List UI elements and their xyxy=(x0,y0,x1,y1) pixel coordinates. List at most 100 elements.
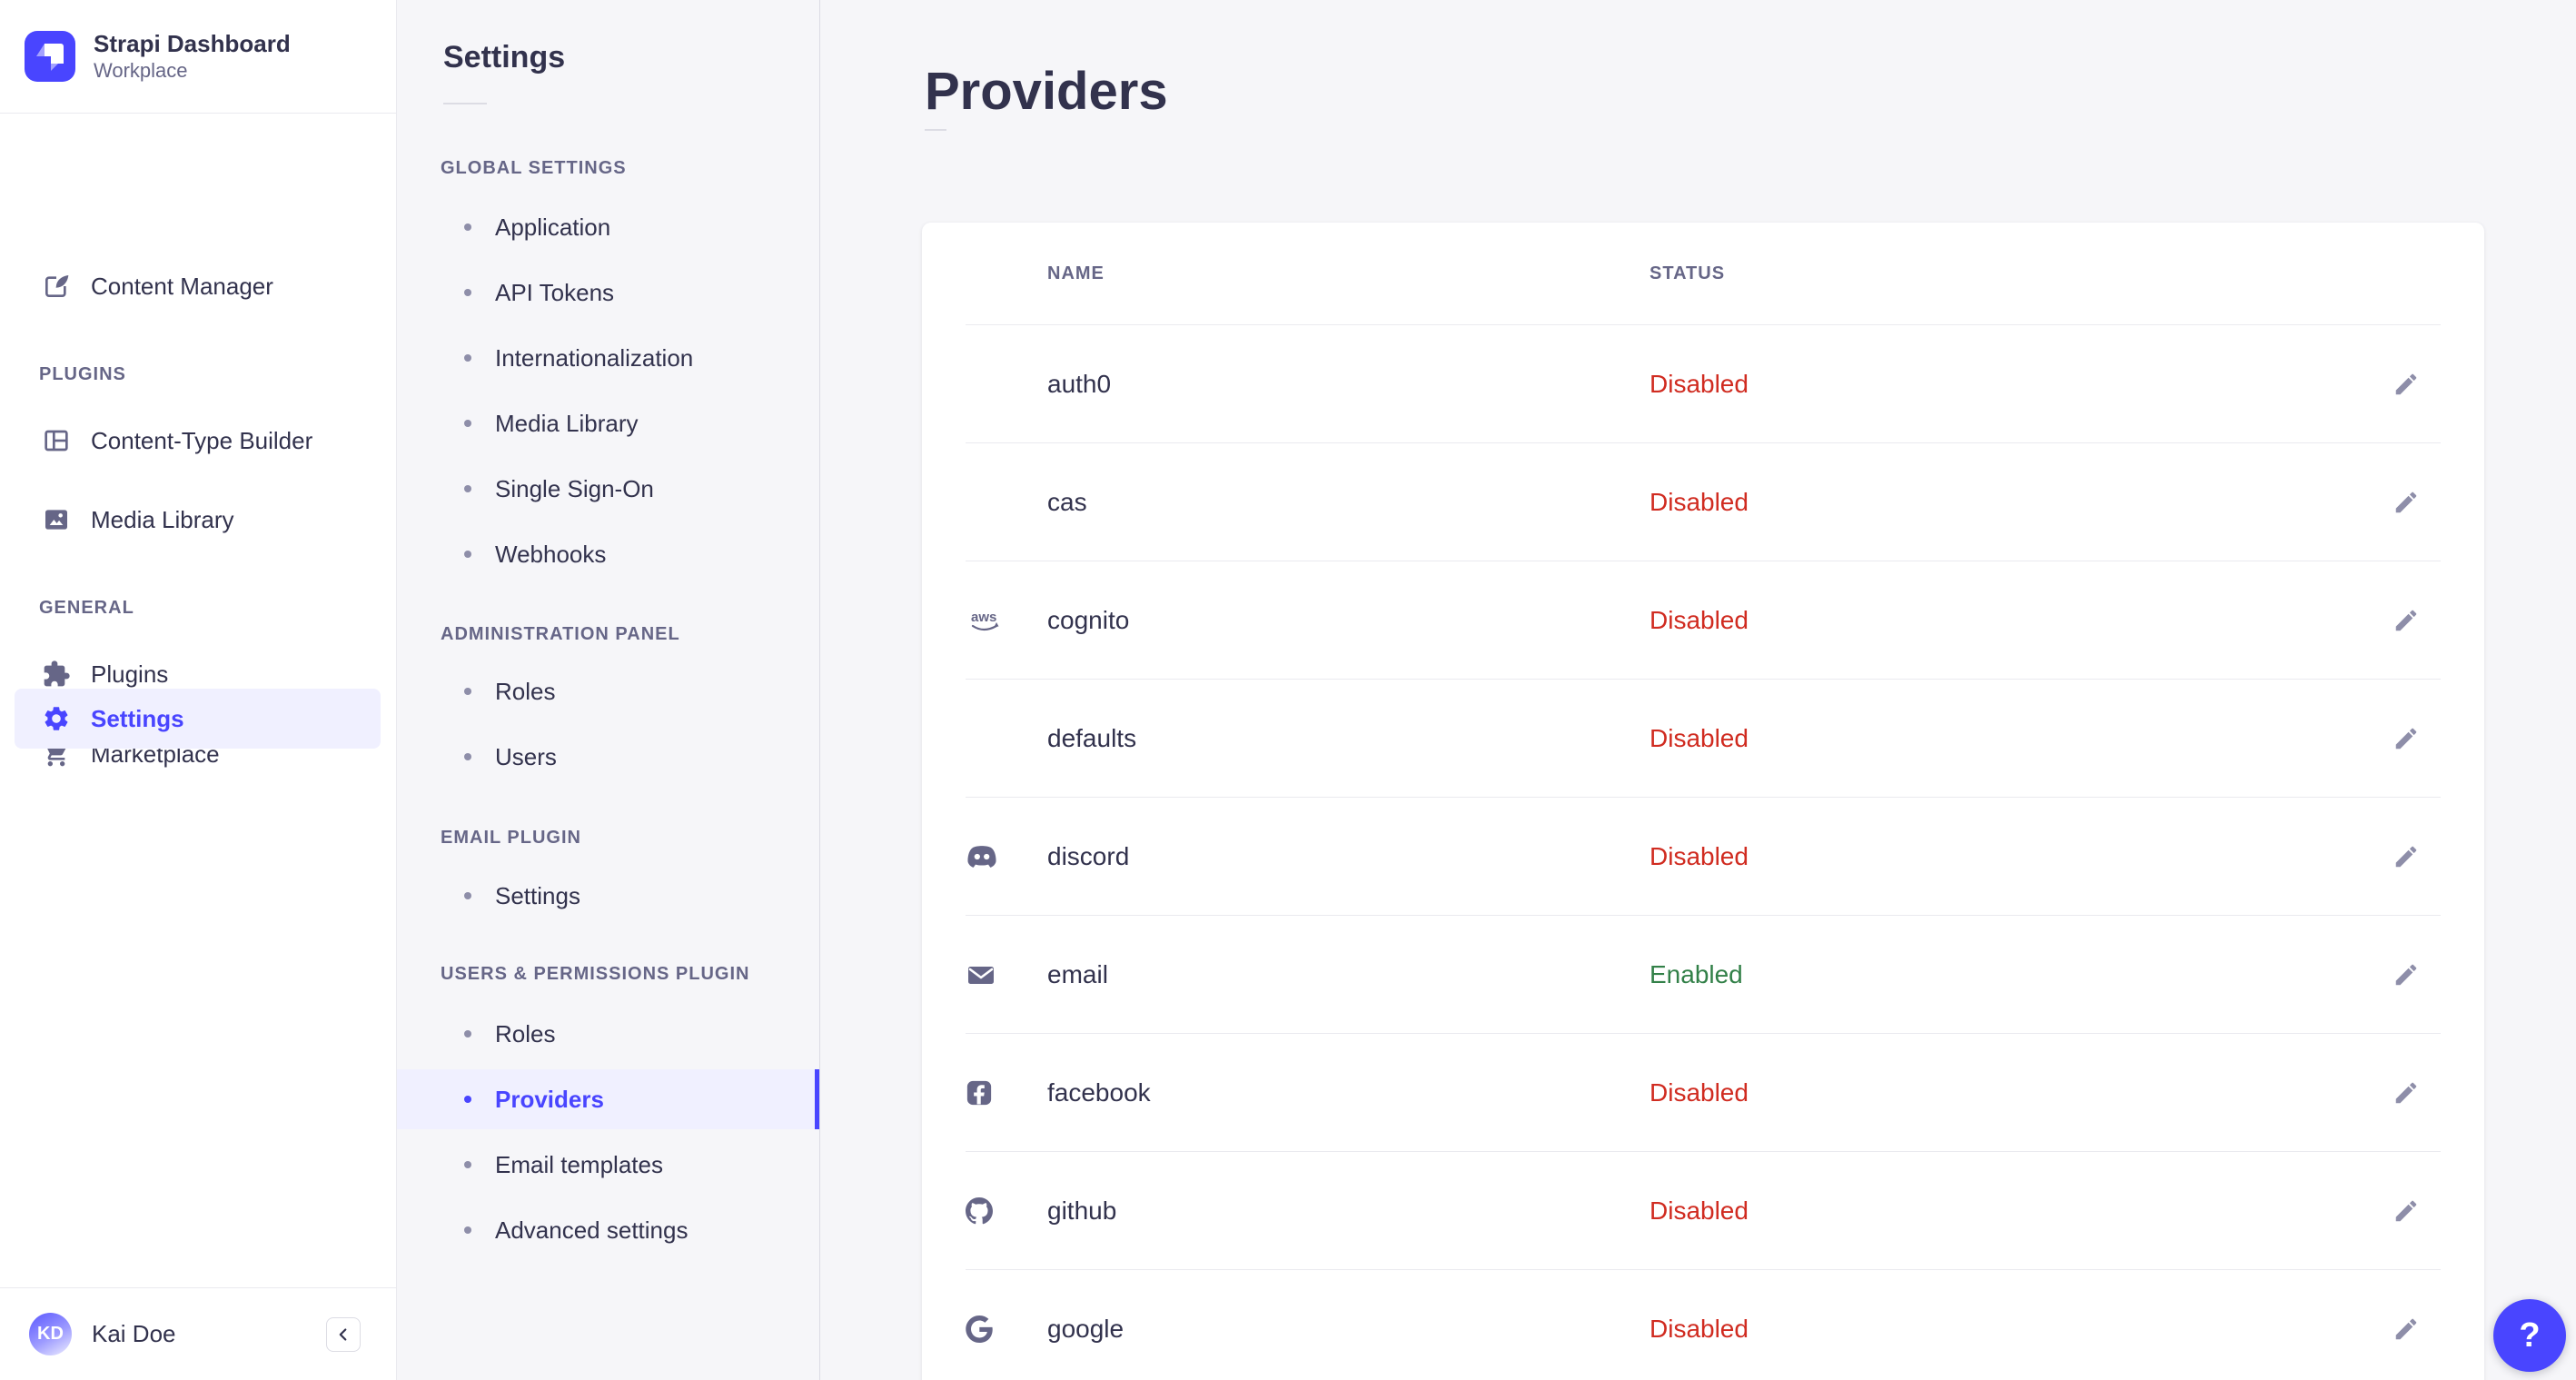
strapi-logo-icon xyxy=(25,31,75,82)
edit-provider-button[interactable] xyxy=(2386,1191,2426,1231)
table-row: discord Disabled xyxy=(966,798,2441,916)
status-badge: Disabled xyxy=(1650,487,1749,516)
subnav-item-single-sign-on[interactable]: Single Sign-On xyxy=(397,456,819,521)
status-badge: Disabled xyxy=(1650,1196,1749,1225)
bullet-icon xyxy=(464,688,471,695)
bullet-icon xyxy=(464,892,471,899)
providers-table-card: NAME STATUS auth0 Disabled cas Disabled … xyxy=(922,223,2484,1380)
bullet-icon xyxy=(464,1226,471,1234)
settings-subnav: Settings GLOBAL SETTINGS Application API… xyxy=(397,0,820,1380)
pencil-icon xyxy=(2393,1197,2420,1225)
provider-name: discord xyxy=(1047,841,1130,870)
sidebar-item-media-library[interactable]: Media Library xyxy=(0,487,396,552)
collapse-sidebar-button[interactable] xyxy=(326,1316,361,1352)
pencil-icon xyxy=(2393,1079,2420,1107)
table-row: facebook Disabled xyxy=(966,1034,2441,1152)
table-row: auth0 Disabled xyxy=(966,325,2441,443)
help-button[interactable]: ? xyxy=(2493,1299,2566,1372)
bullet-icon xyxy=(464,485,471,492)
bullet-icon xyxy=(464,354,471,362)
layout-grid-icon xyxy=(42,426,71,455)
subnav-item-roles-admin[interactable]: Roles xyxy=(397,659,819,724)
status-badge: Disabled xyxy=(1650,1315,1749,1343)
subnav-item-media-library[interactable]: Media Library xyxy=(397,391,819,456)
status-badge: Disabled xyxy=(1650,369,1749,398)
edit-provider-button[interactable] xyxy=(2386,601,2426,640)
sidebar-item-content-manager[interactable]: Content Manager xyxy=(0,253,396,319)
google-icon xyxy=(966,1315,993,1343)
provider-name: auth0 xyxy=(1047,369,1112,398)
question-mark-icon: ? xyxy=(2519,1315,2541,1355)
subnav-item-roles-up[interactable]: Roles xyxy=(397,1001,819,1067)
discord-icon xyxy=(966,844,998,869)
subnav-item-email-settings[interactable]: Settings xyxy=(397,863,819,928)
provider-name: facebook xyxy=(1047,1077,1151,1107)
bullet-icon xyxy=(464,1030,471,1037)
subnav-item-webhooks[interactable]: Webhooks xyxy=(397,521,819,587)
subnav-item-providers[interactable]: Providers xyxy=(397,1069,819,1129)
user-name: Kai Doe xyxy=(92,1320,176,1347)
subnav-item-users[interactable]: Users xyxy=(397,724,819,789)
pencil-icon xyxy=(2393,725,2420,752)
subnav-item-api-tokens[interactable]: API Tokens xyxy=(397,260,819,325)
edit-provider-button[interactable] xyxy=(2386,955,2426,995)
avatar-initials: KD xyxy=(37,1324,64,1344)
svg-text:aws: aws xyxy=(971,610,996,625)
sidebar-item-plugins[interactable]: Plugins xyxy=(0,641,396,707)
status-badge: Disabled xyxy=(1650,605,1749,634)
pencil-icon xyxy=(2393,371,2420,398)
sidebar-item-settings[interactable]: Settings xyxy=(15,689,381,749)
subnav-section-administration-panel: ADMINISTRATION PANEL xyxy=(441,623,680,644)
aws-icon: aws xyxy=(966,607,1006,634)
pencil-icon xyxy=(2393,843,2420,870)
subnav-section-users-permissions-plugin: USERS & PERMISSIONS PLUGIN xyxy=(441,963,750,984)
edit-provider-button[interactable] xyxy=(2386,1309,2426,1349)
bullet-icon xyxy=(464,223,471,231)
subnav-item-application[interactable]: Application xyxy=(397,194,819,260)
edit-provider-button[interactable] xyxy=(2386,482,2426,522)
main-content: Providers NAME STATUS auth0 Disabled cas… xyxy=(820,0,2576,1380)
sidebar-item-label: Plugins xyxy=(91,660,169,688)
table-row: github Disabled xyxy=(966,1152,2441,1270)
edit-provider-button[interactable] xyxy=(2386,837,2426,877)
sidebar-footer: KD Kai Doe xyxy=(0,1287,396,1380)
table-row: google Disabled xyxy=(966,1270,2441,1380)
workspace-subtitle: Workplace xyxy=(94,59,188,82)
workspace-title: Strapi Dashboard xyxy=(94,30,291,57)
provider-name: email xyxy=(1047,959,1108,988)
table-row: aws cognito Disabled xyxy=(966,561,2441,680)
gear-icon xyxy=(42,704,71,733)
provider-name: google xyxy=(1047,1315,1125,1343)
bullet-icon xyxy=(464,551,471,558)
pencil-icon xyxy=(2393,1315,2420,1343)
edit-provider-button[interactable] xyxy=(2386,1073,2426,1113)
facebook-icon xyxy=(966,1079,993,1107)
edit-provider-button[interactable] xyxy=(2386,364,2426,404)
bullet-icon xyxy=(464,420,471,427)
subnav-item-advanced-settings[interactable]: Advanced settings xyxy=(397,1197,819,1263)
bullet-icon xyxy=(464,289,471,296)
puzzle-icon xyxy=(42,660,71,689)
workspace-brand[interactable]: Strapi Dashboard Workplace xyxy=(0,0,396,114)
github-icon xyxy=(966,1196,993,1225)
sidebar-section-general: GENERAL xyxy=(39,597,134,618)
table-row: defaults Disabled xyxy=(966,680,2441,798)
pencil-icon xyxy=(2393,961,2420,988)
pencil-icon xyxy=(2393,489,2420,516)
image-icon xyxy=(42,505,71,534)
email-icon xyxy=(966,962,996,988)
subnav-item-internationalization[interactable]: Internationalization xyxy=(397,325,819,391)
status-badge: Disabled xyxy=(1650,841,1749,870)
bullet-icon xyxy=(464,1161,471,1168)
avatar[interactable]: KD xyxy=(29,1313,72,1355)
pencil-icon xyxy=(2393,607,2420,634)
status-badge: Disabled xyxy=(1650,1077,1749,1107)
subnav-item-email-templates[interactable]: Email templates xyxy=(397,1132,819,1197)
sidebar-item-label: Content Manager xyxy=(91,272,273,300)
sidebar-item-content-type-builder[interactable]: Content-Type Builder xyxy=(0,408,396,473)
column-header-status: STATUS xyxy=(1650,263,1726,283)
primary-sidebar: Strapi Dashboard Workplace Content Manag… xyxy=(0,0,397,1380)
title-divider xyxy=(925,129,946,131)
edit-provider-button[interactable] xyxy=(2386,719,2426,759)
status-badge: Enabled xyxy=(1650,959,1743,988)
